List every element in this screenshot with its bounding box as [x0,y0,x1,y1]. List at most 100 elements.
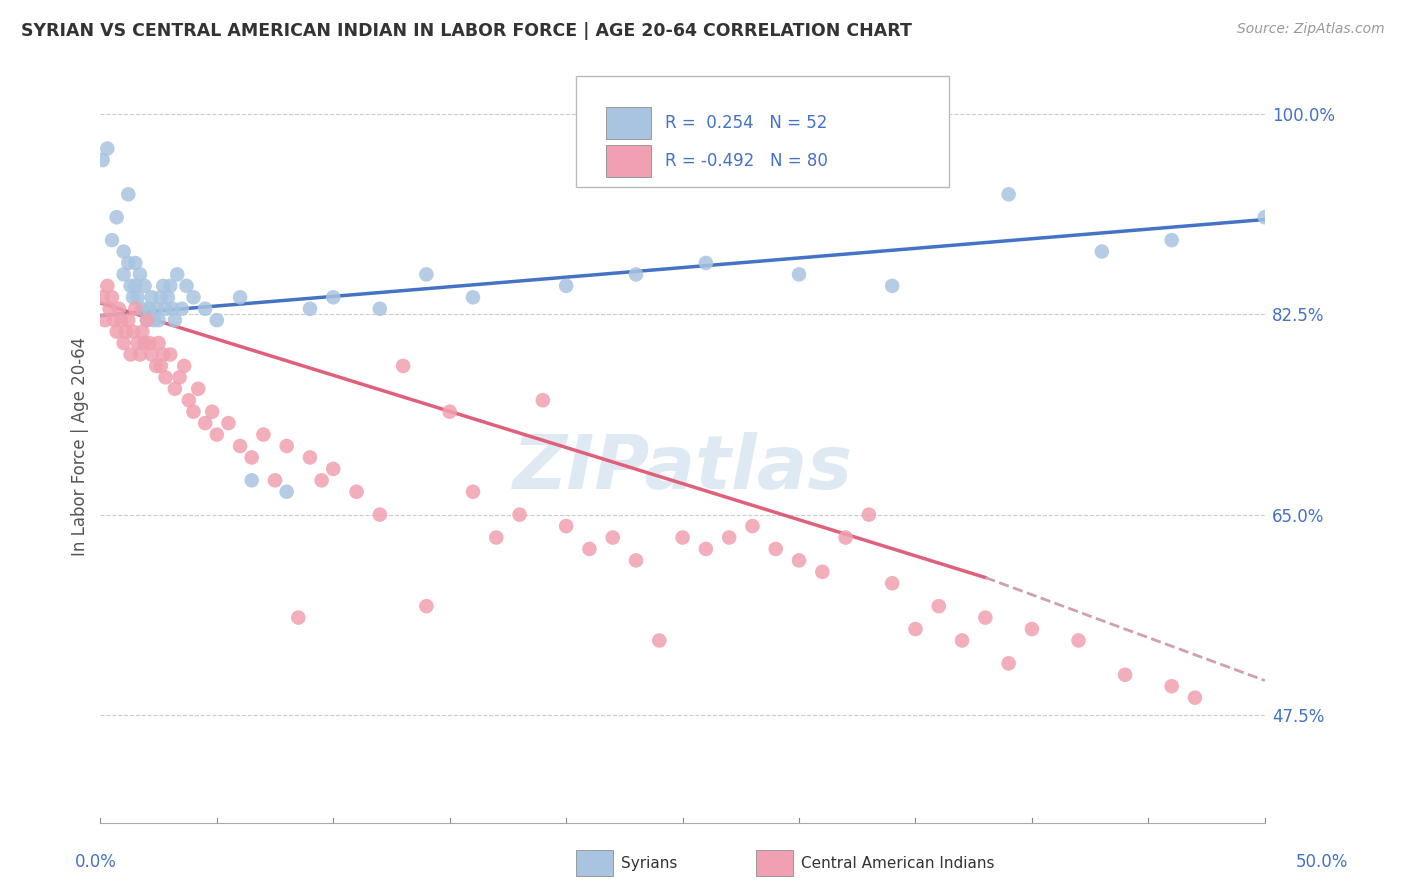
Text: R = -0.492   N = 80: R = -0.492 N = 80 [665,152,828,169]
Point [149,290,172,304]
Point [162,301,184,316]
Point [110,313,132,327]
Point [217,416,239,430]
Point [112,268,135,282]
Point [117,187,139,202]
Point [1160,679,1182,693]
Point [439,405,461,419]
Point [602,531,624,545]
Point [811,565,834,579]
Point [117,256,139,270]
Point [997,187,1019,202]
Point [101,290,124,304]
Point [187,382,209,396]
Point [155,301,177,316]
Point [1091,244,1114,259]
Point [131,325,153,339]
Point [134,336,156,351]
Point [741,519,763,533]
Point [950,633,973,648]
Point [103,313,125,327]
Point [1067,633,1090,648]
Point [765,541,787,556]
Point [229,290,252,304]
Point [1254,211,1277,225]
Point [298,450,321,465]
Point [127,290,149,304]
Point [124,256,146,270]
Point [904,622,927,636]
Point [461,484,484,499]
Point [159,278,181,293]
Point [1160,233,1182,247]
Point [882,576,904,591]
Point [624,553,647,567]
Point [101,233,124,247]
Point [205,427,228,442]
Point [555,278,578,293]
Point [671,531,693,545]
Point [131,301,153,316]
Point [276,439,298,453]
Text: Syrians: Syrians [621,856,678,871]
Point [159,347,181,361]
Point [142,313,165,327]
Point [124,278,146,293]
Point [129,268,152,282]
Point [141,347,163,361]
Point [194,301,217,316]
Point [555,519,578,533]
Point [1021,622,1043,636]
Point [134,278,156,293]
Point [695,541,717,556]
Point [183,290,205,304]
Point [112,336,135,351]
Point [264,473,287,487]
Point [485,531,508,545]
Point [163,313,186,327]
Point [129,347,152,361]
Point [138,336,160,351]
Point [194,416,217,430]
Point [91,290,114,304]
Point [155,370,177,384]
Point [392,359,415,373]
Point [145,359,167,373]
Point [112,244,135,259]
Point [787,268,810,282]
Point [177,393,200,408]
Point [928,599,950,614]
Point [105,325,128,339]
Point [461,290,484,304]
Point [624,268,647,282]
Y-axis label: In Labor Force | Age 20-64: In Labor Force | Age 20-64 [72,336,89,556]
Point [141,290,163,304]
Point [834,531,856,545]
Point [787,553,810,567]
Text: 0.0%: 0.0% [75,853,117,871]
Point [96,278,118,293]
Point [1184,690,1206,705]
Point [695,256,717,270]
Point [205,313,228,327]
Point [531,393,554,408]
Point [122,290,145,304]
Point [183,405,205,419]
Point [346,484,368,499]
Point [138,301,160,316]
Point [415,268,437,282]
Point [173,359,195,373]
Point [858,508,880,522]
Point [145,301,167,316]
Point [276,484,298,499]
Point [115,325,138,339]
Point [136,313,159,327]
Text: Source: ZipAtlas.com: Source: ZipAtlas.com [1237,22,1385,37]
Point [1114,667,1136,681]
Point [152,347,174,361]
Point [648,633,671,648]
Point [117,313,139,327]
Text: ZIPatlas: ZIPatlas [513,432,852,505]
Point [148,313,170,327]
Point [94,313,117,327]
